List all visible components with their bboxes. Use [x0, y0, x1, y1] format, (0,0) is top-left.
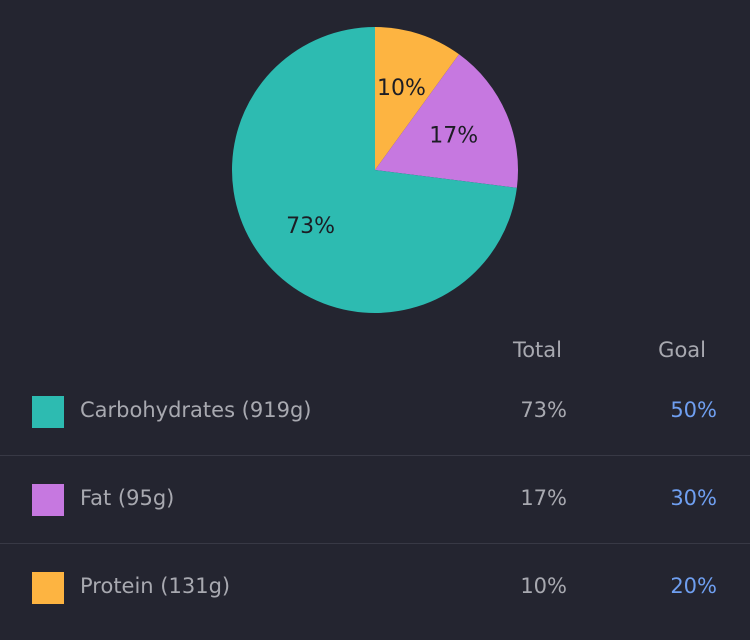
macro-row-protein[interactable]: Protein (131g) 10% 20%: [0, 544, 750, 632]
carbohydrates-label: Carbohydrates (919g): [80, 398, 312, 422]
macro-row-fat[interactable]: Fat (95g) 17% 30%: [0, 456, 750, 544]
carbohydrates-goal[interactable]: 50%: [670, 398, 717, 422]
protein-label: Protein (131g): [80, 574, 231, 598]
pie-slice-protein: [375, 27, 460, 170]
pie-label-protein: 10%: [377, 76, 426, 101]
fat-color-swatch: [32, 484, 64, 516]
row-divider: [0, 543, 750, 544]
macro-pie-chart: 10%17% 73%: [231, 27, 518, 314]
fat-label: Fat (95g): [80, 486, 175, 510]
row-divider: [0, 455, 750, 456]
pie-label-fat: 17%: [429, 123, 478, 148]
macro-row-carbohydrates[interactable]: Carbohydrates (919g) 73% 50%: [0, 368, 750, 456]
pie-slice-carbohydrates: [231, 27, 517, 314]
pie-label-carbohydrates: 73%: [286, 214, 335, 239]
protein-color-swatch: [32, 572, 64, 604]
total-column-header: Total: [512, 338, 562, 362]
carbohydrates-color-swatch: [32, 396, 64, 428]
carbohydrates-total: 73%: [520, 398, 567, 422]
protein-total: 10%: [520, 574, 567, 598]
goal-column-header: Goal: [658, 338, 706, 362]
fat-total: 17%: [520, 486, 567, 510]
fat-goal[interactable]: 30%: [670, 486, 717, 510]
pie-slice-fat: [375, 54, 518, 188]
protein-goal[interactable]: 20%: [670, 574, 717, 598]
